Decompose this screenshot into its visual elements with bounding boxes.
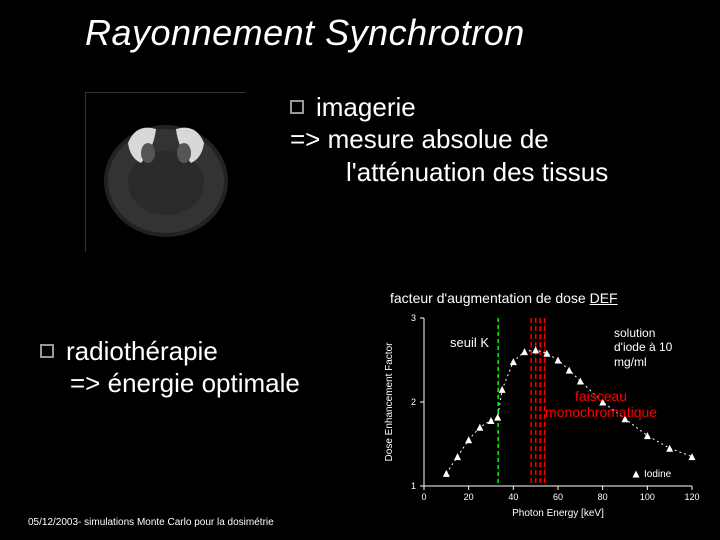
svg-text:80: 80 bbox=[598, 492, 608, 502]
def-abbr: DEF bbox=[590, 290, 618, 306]
faisceau-l2: monochromatique bbox=[545, 404, 657, 420]
ct-scan-image bbox=[85, 92, 245, 252]
bullet-imagerie-block: imagerie => mesure absolue de l'atténuat… bbox=[290, 92, 700, 188]
svg-text:60: 60 bbox=[553, 492, 563, 502]
implies-line1: mesure absolue de bbox=[328, 124, 549, 154]
iodine-l3: mg/ml bbox=[614, 355, 672, 369]
footer-date: 05/12/2003- simulations Monte Carlo pour… bbox=[28, 517, 274, 528]
bullet-radio-label: radiothérapie bbox=[66, 336, 218, 367]
faisceau-l1: faisceau bbox=[545, 388, 657, 404]
slide-container: Rayonnement Synchrotron imagerie => mesu… bbox=[0, 0, 720, 540]
bullet-imagerie-label: imagerie bbox=[316, 92, 416, 123]
implies-arrow: => bbox=[290, 124, 320, 154]
mono-beam-label: faisceau monochromatique bbox=[545, 388, 657, 420]
def-prefix: facteur d'augmentation de dose bbox=[390, 290, 590, 306]
svg-text:0: 0 bbox=[421, 492, 426, 502]
k-edge-label: seuil K bbox=[450, 335, 489, 350]
svg-text:Iodine: Iodine bbox=[644, 469, 672, 480]
svg-text:120: 120 bbox=[684, 492, 699, 502]
svg-text:Photon Energy [keV]: Photon Energy [keV] bbox=[512, 508, 604, 519]
svg-text:2: 2 bbox=[411, 397, 416, 407]
iodine-l1: solution bbox=[614, 326, 672, 340]
implies-line2: l'atténuation des tissus bbox=[346, 156, 700, 189]
bullet-icon bbox=[290, 100, 304, 114]
svg-text:1: 1 bbox=[411, 481, 416, 491]
iodine-l2: d'iode à 10 bbox=[614, 340, 672, 354]
implies-radio-text: énergie optimale bbox=[108, 368, 300, 398]
iodine-solution-label: solution d'iode à 10 mg/ml bbox=[614, 326, 672, 369]
svg-text:3: 3 bbox=[411, 313, 416, 323]
svg-text:40: 40 bbox=[508, 492, 518, 502]
bullet-icon bbox=[40, 344, 54, 358]
svg-text:Dose Enhancement Factor: Dose Enhancement Factor bbox=[384, 342, 395, 462]
bullet-radio-block: radiothérapie => énergie optimale bbox=[40, 336, 360, 400]
slide-title: Rayonnement Synchrotron bbox=[85, 12, 525, 54]
svg-text:100: 100 bbox=[640, 492, 655, 502]
def-title: facteur d'augmentation de dose DEF bbox=[390, 290, 618, 306]
svg-text:20: 20 bbox=[464, 492, 474, 502]
implies-arrow: => bbox=[70, 368, 100, 398]
